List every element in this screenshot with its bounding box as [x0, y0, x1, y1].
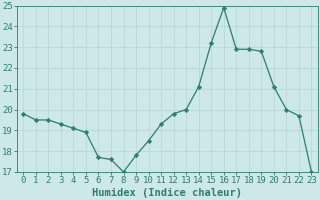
X-axis label: Humidex (Indice chaleur): Humidex (Indice chaleur) — [92, 188, 242, 198]
